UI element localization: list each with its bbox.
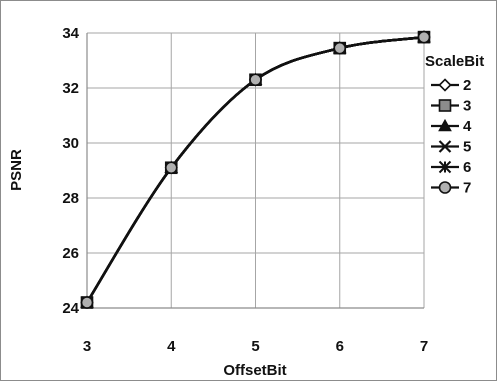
legend-label: 3 bbox=[463, 98, 471, 115]
x-tick-label: 5 bbox=[251, 338, 259, 355]
y-tick-label: 26 bbox=[62, 245, 79, 262]
x-tick-label: 4 bbox=[167, 338, 176, 355]
legend-label: 2 bbox=[463, 77, 471, 94]
legend-label: 5 bbox=[463, 139, 471, 156]
legend-item-4: 4 bbox=[431, 118, 472, 135]
y-tick-label: 34 bbox=[62, 25, 79, 42]
y-axis-label: PSNR bbox=[8, 149, 25, 191]
x-tick-label: 7 bbox=[420, 338, 428, 355]
series-7 bbox=[80, 30, 431, 309]
plot-border bbox=[86, 33, 424, 309]
y-tick-label: 28 bbox=[62, 190, 79, 207]
x-tick-labels: 3 4 5 6 7 bbox=[83, 338, 428, 355]
data-point-7-4 bbox=[164, 161, 178, 175]
legend-item-7: 7 bbox=[431, 180, 471, 197]
legend-label: 4 bbox=[463, 118, 472, 135]
y-tick-label: 32 bbox=[62, 80, 79, 97]
legend-marker-4 bbox=[438, 118, 452, 132]
y-tick-label: 30 bbox=[62, 135, 79, 152]
legend-marker-2 bbox=[438, 78, 452, 92]
legend-item-3: 3 bbox=[431, 98, 471, 115]
legend-label: 6 bbox=[463, 159, 471, 176]
legend-item-5: 5 bbox=[431, 139, 471, 156]
data-point-7-6 bbox=[333, 41, 347, 55]
data-point-7-7 bbox=[417, 30, 431, 44]
data-point-7-5 bbox=[249, 73, 262, 87]
legend-label: 7 bbox=[463, 180, 471, 197]
legend-title: ScaleBit bbox=[425, 53, 484, 70]
y-tick-labels: 24 26 28 30 32 34 bbox=[62, 25, 79, 317]
series-line-7 bbox=[85, 35, 425, 304]
x-axis-label: OffsetBit bbox=[223, 362, 286, 379]
series-group bbox=[80, 29, 431, 310]
legend-item-6: 6 bbox=[431, 159, 471, 176]
legend-item-2: 2 bbox=[431, 77, 471, 94]
legend-marker-6 bbox=[438, 160, 452, 174]
legend-marker-5 bbox=[438, 140, 452, 153]
x-tick-label: 6 bbox=[336, 338, 344, 355]
x-tick-label: 3 bbox=[83, 338, 91, 355]
legend-marker-7 bbox=[438, 181, 452, 194]
y-tick-label: 24 bbox=[62, 300, 79, 317]
data-point-7-3 bbox=[80, 296, 94, 309]
legend: ScaleBit 2 3 4 5 6 7 bbox=[425, 53, 484, 197]
legend-marker-3 bbox=[438, 99, 452, 112]
